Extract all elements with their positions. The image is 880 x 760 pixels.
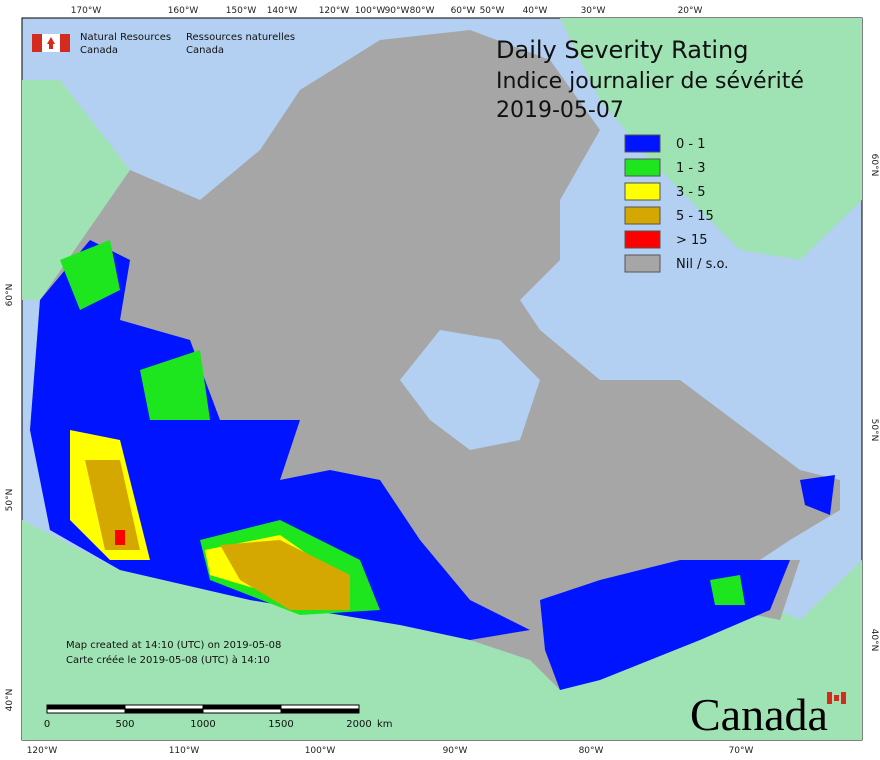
flag — [32, 34, 70, 52]
wordmark: Canada — [690, 689, 828, 740]
graticule-label: 60°N — [869, 154, 879, 177]
graticule-label: 50°N — [869, 419, 879, 442]
wordmark-flag — [827, 692, 846, 704]
scale-segment — [46, 708, 126, 714]
graticule-label: 100°W — [355, 6, 386, 16]
flag-band — [841, 692, 846, 704]
scale-segment — [124, 704, 204, 710]
graticule-label: 40°W — [523, 6, 548, 16]
legend-swatch — [624, 182, 661, 201]
graticule-label: 110°W — [169, 746, 200, 756]
note-fr: Carte créée le 2019-05-08 (UTC) à 14:10 — [66, 654, 270, 666]
graticule-label: 120°W — [27, 746, 58, 756]
agency-fr: Canada — [186, 45, 224, 56]
agency-en: Canada — [80, 45, 118, 56]
scale-label: 500 — [115, 719, 134, 730]
greenland — [560, 18, 862, 260]
graticule-label: 120°W — [319, 6, 350, 16]
legend-label: 0 - 1 — [676, 137, 706, 152]
graticule-label: 40°N — [869, 629, 879, 652]
legend-label: 1 - 3 — [676, 161, 706, 176]
graticule-label: 80°W — [579, 746, 604, 756]
legend-swatch — [624, 206, 661, 225]
legend-swatch — [624, 230, 661, 249]
severity-areas — [30, 240, 835, 690]
scale-label: 0 — [44, 719, 50, 730]
agency-fr: Ressources naturelles — [186, 32, 295, 43]
legend-swatch — [624, 254, 661, 273]
hudson-bay — [400, 330, 540, 450]
graticule-label: 170°W — [71, 6, 102, 16]
flag-band — [827, 692, 832, 704]
scale-segment — [202, 704, 282, 710]
graticule-label: 90°W — [385, 6, 410, 16]
scale-label: 1000 — [190, 719, 215, 730]
flag-band — [60, 34, 70, 52]
graticule-label: 50°N — [5, 489, 15, 512]
alaska — [22, 80, 130, 300]
scale-segment — [46, 704, 126, 710]
subtitle: Indice journalier de sévérité — [496, 69, 804, 94]
date: 2019-05-07 — [496, 98, 624, 123]
legend-swatch — [624, 158, 661, 177]
legend-label: > 15 — [676, 233, 708, 248]
graticule-label: 50°W — [480, 6, 505, 16]
graticule-label: 160°W — [168, 6, 199, 16]
scale-bar: 0 500 1000 1500 2000 km — [44, 704, 393, 730]
scale-label: 2000 — [346, 719, 371, 730]
graticule-label: 70°W — [729, 746, 754, 756]
agency-en: Natural Resources — [80, 32, 171, 43]
graticule-label: 100°W — [305, 746, 336, 756]
scale-label: 1500 — [268, 719, 293, 730]
graticule-label: 60°W — [451, 6, 476, 16]
graticule-label: 140°W — [267, 6, 298, 16]
legend-label: 3 - 5 — [676, 185, 706, 200]
scale-unit: km — [377, 719, 393, 730]
maple-leaf — [834, 695, 839, 701]
maple-leaf — [47, 37, 55, 49]
legend-label: Nil / s.o. — [676, 257, 728, 272]
graticule-label: 90°W — [443, 746, 468, 756]
united-states — [22, 520, 862, 740]
scale-segment — [280, 704, 360, 710]
graticule-label: 40°N — [5, 689, 15, 712]
scale-segment — [280, 708, 360, 714]
scale-segment — [124, 708, 204, 714]
zone-0-1-west — [30, 240, 530, 640]
graticule-label: 30°W — [581, 6, 606, 16]
title: Daily Severity Rating — [496, 36, 748, 64]
note-en: Map created at 14:10 (UTC) on 2019-05-08 — [66, 640, 281, 651]
legend-label: 5 - 15 — [676, 209, 714, 224]
graticule-label: 80°W — [410, 6, 435, 16]
zone-over-15 — [115, 530, 125, 545]
graticule-label: 60°N — [5, 284, 15, 307]
legend-swatch — [624, 134, 661, 153]
graticule-label: 20°W — [678, 6, 703, 16]
scale-segment — [202, 708, 282, 714]
zone-0-1-newfoundland — [800, 475, 835, 515]
flag-band — [32, 34, 42, 52]
graticule-label: 150°W — [226, 6, 257, 16]
zone-5-15 — [85, 460, 350, 610]
